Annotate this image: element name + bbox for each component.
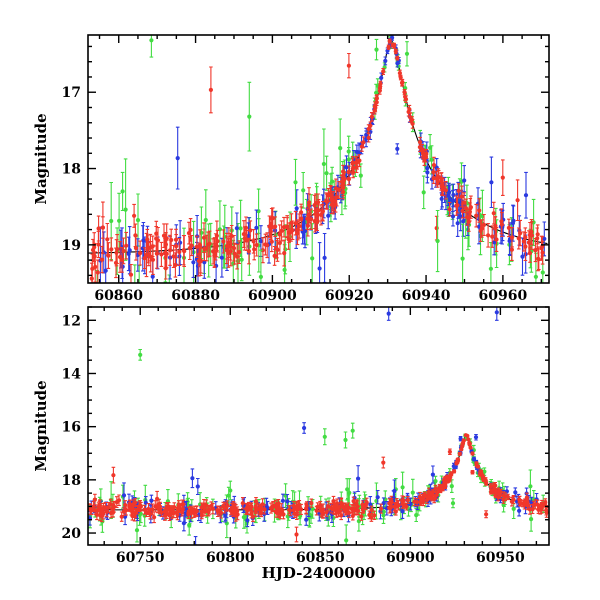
y-tick-label: 12	[62, 313, 81, 329]
y-tick-label: 19	[62, 238, 81, 254]
axis-ticks	[88, 306, 549, 545]
series-green-points	[95, 35, 545, 283]
x-tick-label: 60900	[386, 550, 435, 566]
outlier-error-bars-green	[138, 348, 355, 501]
error-bars-red	[88, 434, 549, 545]
x-axis-label: HJD-2400000	[262, 564, 376, 582]
plot-area-bottom	[88, 307, 549, 545]
x-tick-label: 60750	[116, 550, 165, 566]
x-tick-label: 60880	[171, 288, 220, 304]
y-tick-label: 14	[62, 367, 82, 383]
y-tick-label: 18	[62, 162, 81, 178]
outlier-error-bars-blue	[489, 156, 528, 219]
x-tick-label: 60900	[248, 288, 297, 304]
error-bars-red	[90, 38, 545, 283]
x-tick-label: 60800	[206, 550, 255, 566]
outlier-points	[120, 35, 529, 283]
x-tick-label: 60920	[325, 288, 374, 304]
outlier-error-bars-green	[120, 35, 465, 283]
outlier-error-bars-red	[132, 66, 213, 228]
y-tick-label: 16	[62, 420, 81, 436]
y-axis-label-top: Magnitude	[32, 113, 50, 204]
x-tick-label: 60850	[296, 550, 345, 566]
panel-frame	[87, 34, 550, 284]
outlier-error-bars-red	[381, 456, 386, 469]
tick-labels: 60860 60880 60900 60920 60940 60960 17 18 19	[62, 85, 528, 304]
x-tick-label: 60860	[94, 288, 143, 304]
panel-top: 60860 60880 60900 60920 60940 60960 17 18 19 Magn…	[32, 34, 550, 304]
x-tick-label: 60960	[479, 288, 528, 304]
axis-ticks	[88, 35, 549, 283]
series-red-points	[88, 433, 549, 545]
y-tick-label: 17	[62, 85, 81, 101]
x-tick-label: 60950	[476, 550, 525, 566]
y-axis-label-bottom: Magnitude	[32, 380, 50, 471]
outlier-points	[138, 307, 499, 501]
plot-area-top	[88, 35, 548, 283]
series-red-points	[89, 38, 545, 283]
y-tick-label: 20	[62, 526, 82, 542]
x-tick-label: 60940	[402, 288, 451, 304]
tick-labels: 60750 60800 60850 60900 60950 12 14 16 18 20	[62, 313, 525, 566]
outlier-error-bars-blue	[196, 307, 499, 496]
error-bars-green	[95, 35, 545, 283]
y-tick-label: 18	[62, 473, 81, 489]
panel-bottom: 60750 60800 60850 60900 60950 12 14 16 18 20 Magni…	[32, 306, 550, 582]
